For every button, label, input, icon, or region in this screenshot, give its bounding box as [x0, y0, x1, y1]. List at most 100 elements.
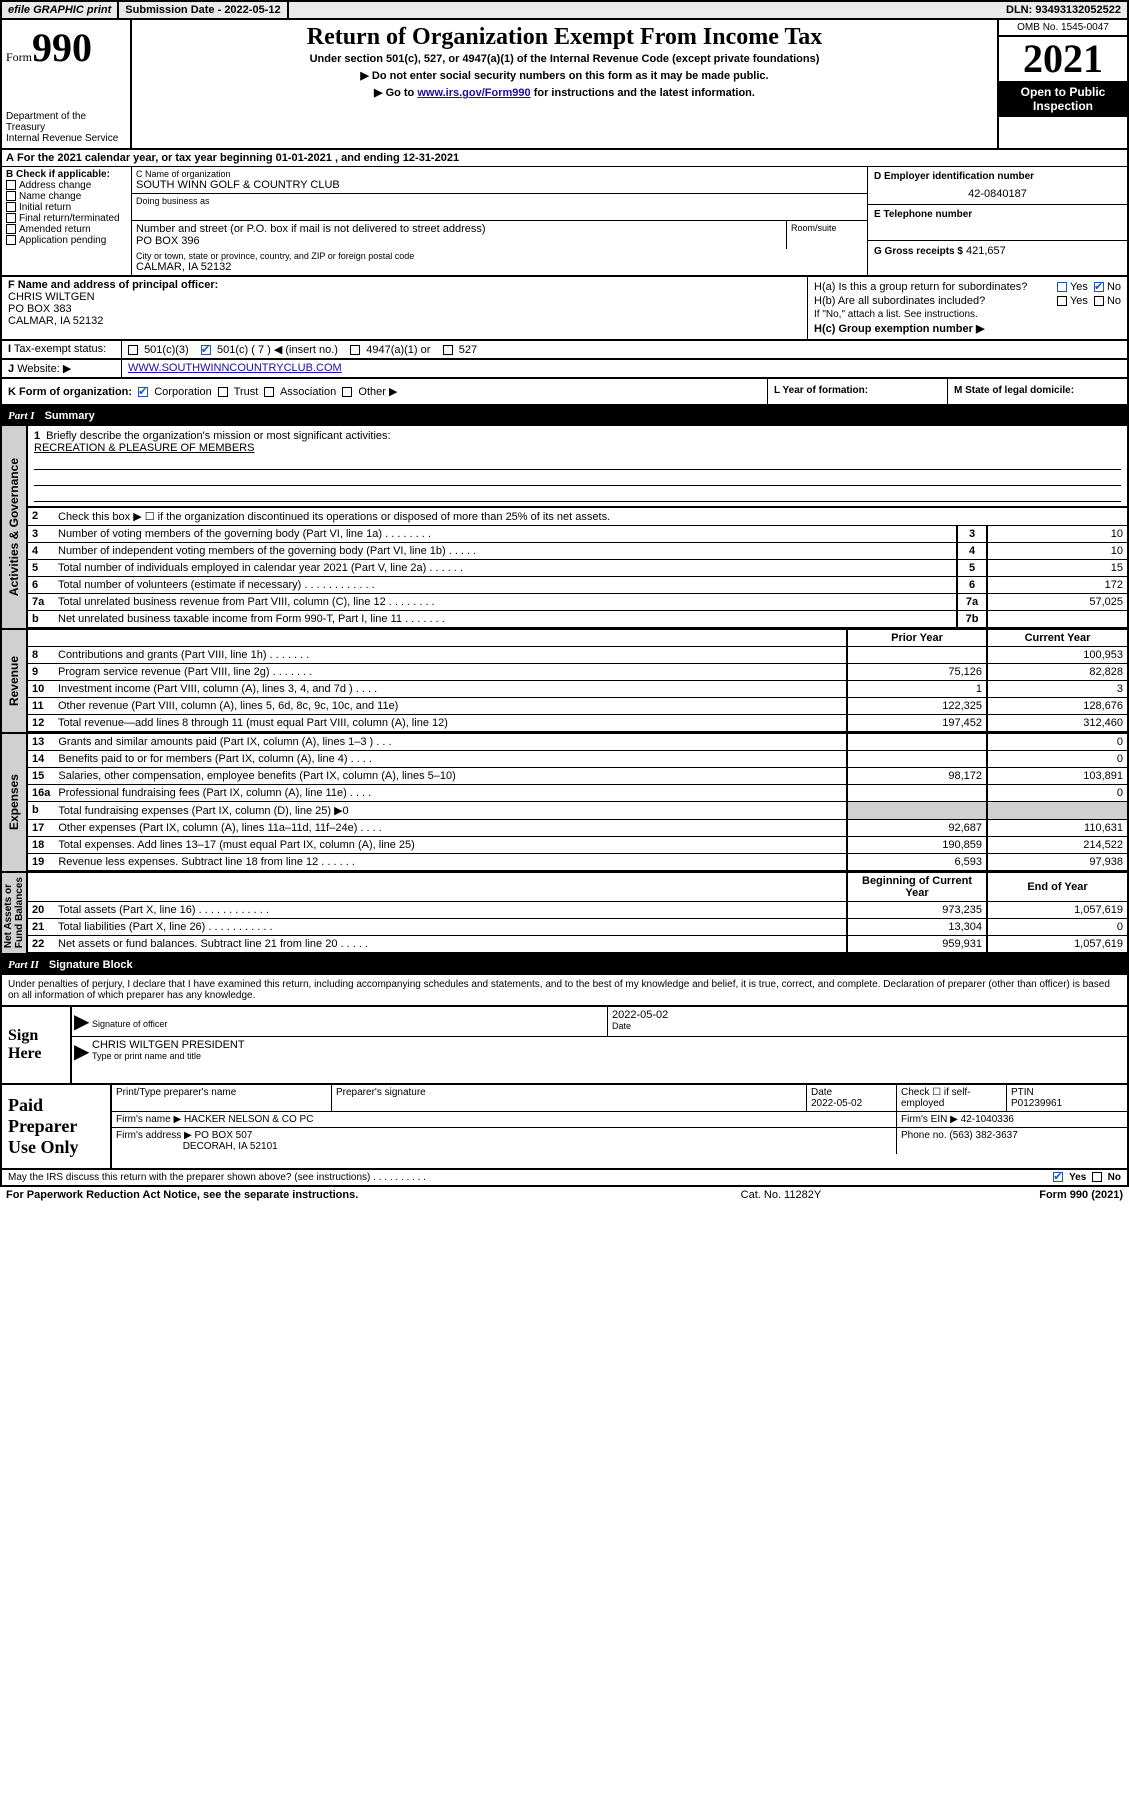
tax-year: 2021	[999, 37, 1127, 81]
section-b: B Check if applicable: Address change Na…	[2, 167, 132, 275]
perjury-statement: Under penalties of perjury, I declare th…	[0, 975, 1129, 1007]
table-row: 5Total number of individuals employed in…	[28, 560, 1127, 577]
table-row: 19Revenue less expenses. Subtract line 1…	[28, 854, 1127, 871]
chk-address-change[interactable]: Address change	[6, 180, 127, 191]
table-row: 14Benefits paid to or for members (Part …	[28, 751, 1127, 768]
discuss-row: May the IRS discuss this return with the…	[0, 1170, 1129, 1187]
top-bar: efile GRAPHIC print Submission Date - 20…	[0, 0, 1129, 20]
chk-amended-return[interactable]: Amended return	[6, 224, 127, 235]
block-bcde: B Check if applicable: Address change Na…	[0, 167, 1129, 277]
line-a: A For the 2021 calendar year, or tax yea…	[0, 150, 1129, 167]
chk-trust[interactable]: Trust	[218, 386, 259, 398]
ha-no[interactable]: No	[1094, 281, 1121, 293]
tab-governance: Activities & Governance	[7, 458, 21, 596]
hb-no[interactable]: No	[1094, 295, 1121, 307]
section-netassets: Net Assets or Fund Balances Beginning of…	[0, 871, 1129, 955]
chk-other[interactable]: Other ▶	[342, 386, 397, 398]
chk-501c[interactable]: 501(c) ( 7 ) ◀ (insert no.)	[201, 344, 338, 356]
chk-application-pending[interactable]: Application pending	[6, 235, 127, 246]
table-row: 13Grants and similar amounts paid (Part …	[28, 734, 1127, 751]
section-g: G Gross receipts $ 421,657	[868, 241, 1127, 276]
section-f: F Name and address of principal officer:…	[2, 277, 807, 339]
block-i: I Tax-exempt status: 501(c)(3) 501(c) ( …	[0, 341, 1129, 360]
section-d: D Employer identification number 42-0840…	[868, 167, 1127, 205]
state-domicile: M State of legal domicile:	[947, 379, 1127, 404]
form-number: 990	[32, 25, 92, 70]
table-row: 21Total liabilities (Part X, line 26) . …	[28, 919, 1127, 936]
form-header: Form990 Department of the Treasury Inter…	[0, 20, 1129, 150]
arrow-icon: ▶	[72, 1007, 88, 1036]
dept-label: Department of the Treasury Internal Reve…	[6, 111, 126, 144]
table-row: 4Number of independent voting members of…	[28, 543, 1127, 560]
officer-name: CHRIS WILTGEN	[8, 291, 801, 303]
org-city: CALMAR, IA 52132	[136, 261, 863, 273]
section-revenue: Revenue Prior Year Current Year 8Contrib…	[0, 628, 1129, 732]
omb-number: OMB No. 1545-0047	[999, 20, 1127, 37]
table-row: 8Contributions and grants (Part VIII, li…	[28, 647, 1127, 664]
chk-4947[interactable]: 4947(a)(1) or	[350, 344, 430, 356]
table-row: 20Total assets (Part X, line 16) . . . .…	[28, 902, 1127, 919]
section-governance: Activities & Governance 1Briefly describ…	[0, 426, 1129, 628]
block-k: K Form of organization: Corporation Trus…	[0, 379, 1129, 406]
part-i-header: Part ISummary	[0, 406, 1129, 426]
chk-assoc[interactable]: Association	[264, 386, 336, 398]
org-street: PO BOX 396	[136, 235, 782, 247]
table-row: 16aProfessional fundraising fees (Part I…	[28, 785, 1127, 802]
arrow-icon: ▶	[72, 1037, 88, 1066]
instr-1: ▶ Do not enter social security numbers o…	[138, 69, 991, 82]
chk-final-return[interactable]: Final return/terminated	[6, 213, 127, 224]
ein-value: 42-0840187	[874, 188, 1121, 200]
chk-501c3[interactable]: 501(c)(3)	[128, 344, 189, 356]
mission-text: RECREATION & PLEASURE OF MEMBERS	[34, 442, 254, 454]
org-name: SOUTH WINN GOLF & COUNTRY CLUB	[136, 179, 863, 191]
efile-label: efile GRAPHIC print	[2, 2, 119, 18]
prep-date: 2022-05-02	[811, 1098, 862, 1109]
discuss-yes[interactable]: Yes	[1053, 1172, 1086, 1183]
sign-date: 2022-05-02	[612, 1009, 1123, 1021]
firm-ein: 42-1040336	[961, 1114, 1014, 1125]
form-word: Form	[6, 50, 32, 64]
firm-name: HACKER NELSON & CO PC	[184, 1114, 313, 1125]
chk-name-change[interactable]: Name change	[6, 191, 127, 202]
section-e: E Telephone number	[868, 205, 1127, 241]
discuss-no[interactable]: No	[1092, 1172, 1121, 1183]
block-j: J Website: ▶ WWW.SOUTHWINNCOUNTRYCLUB.CO…	[0, 360, 1129, 379]
table-row: bNet unrelated business taxable income f…	[28, 611, 1127, 628]
part-ii-header: Part IISignature Block	[0, 955, 1129, 975]
section-expenses: Expenses 13Grants and similar amounts pa…	[0, 732, 1129, 871]
table-row: 10Investment income (Part VIII, column (…	[28, 681, 1127, 698]
table-row: 15Salaries, other compensation, employee…	[28, 768, 1127, 785]
section-h: H(a) Is this a group return for subordin…	[807, 277, 1127, 339]
table-row: 22Net assets or fund balances. Subtract …	[28, 936, 1127, 953]
sign-here-block: Sign Here ▶ Signature of officer 2022-05…	[0, 1007, 1129, 1085]
year-formation: L Year of formation:	[767, 379, 947, 404]
ha-yes[interactable]: Yes	[1057, 281, 1088, 293]
irs-link[interactable]: www.irs.gov/Form990	[417, 87, 530, 99]
hb-yes[interactable]: Yes	[1057, 295, 1088, 307]
table-row: 7aTotal unrelated business revenue from …	[28, 594, 1127, 611]
chk-corp[interactable]: Corporation	[138, 386, 212, 398]
chk-self-employed[interactable]: Check ☐ if self-employed	[897, 1085, 1007, 1111]
table-row: bTotal fundraising expenses (Part IX, co…	[28, 802, 1127, 820]
table-row: 17Other expenses (Part IX, column (A), l…	[28, 820, 1127, 837]
form-title: Return of Organization Exempt From Incom…	[138, 24, 991, 51]
submission-date: Submission Date - 2022-05-12	[119, 2, 288, 18]
page-footer: For Paperwork Reduction Act Notice, see …	[0, 1187, 1129, 1203]
website-link[interactable]: WWW.SOUTHWINNCOUNTRYCLUB.COM	[128, 362, 342, 374]
chk-initial-return[interactable]: Initial return	[6, 202, 127, 213]
firm-phone: (563) 382-3637	[949, 1130, 1017, 1141]
table-row: 11Other revenue (Part VIII, column (A), …	[28, 698, 1127, 715]
section-c: C Name of organization SOUTH WINN GOLF &…	[132, 167, 867, 275]
tab-expenses: Expenses	[7, 774, 21, 830]
tab-netassets: Net Assets or Fund Balances	[3, 877, 25, 948]
chk-527[interactable]: 527	[443, 344, 477, 356]
paid-preparer-block: Paid Preparer Use Only Print/Type prepar…	[0, 1085, 1129, 1170]
table-row: 9Program service revenue (Part VIII, lin…	[28, 664, 1127, 681]
table-row: 6Total number of volunteers (estimate if…	[28, 577, 1127, 594]
open-inspection: Open to Public Inspection	[999, 81, 1127, 117]
table-row: 3Number of voting members of the governi…	[28, 526, 1127, 543]
table-row: 12Total revenue—add lines 8 through 11 (…	[28, 715, 1127, 732]
block-fh: F Name and address of principal officer:…	[0, 277, 1129, 341]
officer-name-title: CHRIS WILTGEN PRESIDENT	[92, 1039, 1123, 1051]
dln-label: DLN: 93493132052522	[1000, 2, 1127, 18]
